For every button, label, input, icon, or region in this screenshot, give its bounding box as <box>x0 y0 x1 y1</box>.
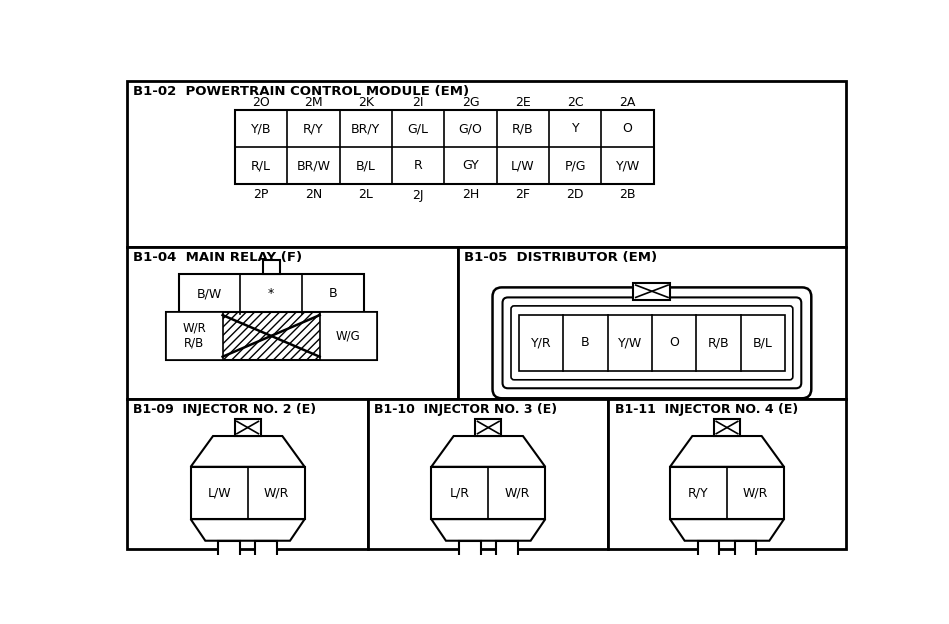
Text: R/B: R/B <box>708 336 730 349</box>
Bar <box>127 246 458 399</box>
Text: Y/B: Y/B <box>251 122 271 135</box>
Text: 2A: 2A <box>620 96 636 109</box>
Text: G/L: G/L <box>408 122 429 135</box>
Text: R/Y: R/Y <box>688 487 709 499</box>
Bar <box>166 312 377 360</box>
Bar <box>698 541 719 558</box>
Text: 2L: 2L <box>359 188 373 202</box>
Text: 2O: 2O <box>252 96 270 109</box>
Bar <box>475 419 501 436</box>
Polygon shape <box>191 436 305 467</box>
Text: B1-10  INJECTOR NO. 3 (E): B1-10 INJECTOR NO. 3 (E) <box>374 403 557 416</box>
Text: 2D: 2D <box>567 188 584 202</box>
Text: 2K: 2K <box>358 96 374 109</box>
FancyBboxPatch shape <box>503 298 801 388</box>
Text: B1-11  INJECTOR NO. 4 (E): B1-11 INJECTOR NO. 4 (E) <box>615 403 798 416</box>
Bar <box>670 467 784 519</box>
Bar <box>519 315 785 371</box>
Text: R/L: R/L <box>251 159 271 172</box>
Polygon shape <box>191 519 305 541</box>
Bar <box>166 312 223 360</box>
Bar <box>735 541 756 558</box>
FancyBboxPatch shape <box>493 288 811 398</box>
Text: B1-09  INJECTOR NO. 2 (E): B1-09 INJECTOR NO. 2 (E) <box>133 403 316 416</box>
Text: L/R: L/R <box>450 487 470 499</box>
FancyBboxPatch shape <box>511 306 792 380</box>
Polygon shape <box>431 519 546 541</box>
Text: W/R: W/R <box>264 487 288 499</box>
Text: BR/W: BR/W <box>296 159 330 172</box>
Text: L/W: L/W <box>512 159 534 172</box>
Bar <box>178 273 363 314</box>
Text: O: O <box>623 122 633 135</box>
Text: W/R
R/B: W/R R/B <box>182 322 206 350</box>
Text: O: O <box>669 336 679 349</box>
Text: W/R: W/R <box>743 487 768 499</box>
Bar <box>633 283 670 300</box>
Bar <box>263 260 280 273</box>
Bar <box>127 81 846 246</box>
Text: Y/R: Y/R <box>530 336 551 349</box>
Bar <box>368 399 608 549</box>
Bar <box>431 467 546 519</box>
Polygon shape <box>670 436 784 467</box>
Text: 2N: 2N <box>305 188 322 202</box>
Bar <box>234 419 261 436</box>
Text: 2C: 2C <box>567 96 584 109</box>
Text: B1-05  DISTRIBUTOR (EM): B1-05 DISTRIBUTOR (EM) <box>464 251 658 264</box>
Bar <box>608 399 846 549</box>
Text: R/B: R/B <box>512 122 533 135</box>
Text: 2M: 2M <box>305 96 323 109</box>
Text: B1-04  MAIN RELAY (F): B1-04 MAIN RELAY (F) <box>133 251 303 264</box>
Text: 2H: 2H <box>462 188 479 202</box>
Text: GY: GY <box>462 159 479 172</box>
Text: P/G: P/G <box>565 159 586 172</box>
Bar <box>218 541 240 558</box>
Text: Y/W: Y/W <box>616 159 640 172</box>
Text: Y/W: Y/W <box>618 336 642 349</box>
Text: 2E: 2E <box>515 96 530 109</box>
Text: 2F: 2F <box>515 188 530 202</box>
Text: G/O: G/O <box>458 122 482 135</box>
Text: 2B: 2B <box>620 188 636 202</box>
Text: B: B <box>581 336 589 349</box>
Text: B1-02  POWERTRAIN CONTROL MODULE (EM): B1-02 POWERTRAIN CONTROL MODULE (EM) <box>133 85 470 99</box>
Text: R: R <box>414 159 422 172</box>
Bar <box>127 399 368 549</box>
Text: BR/Y: BR/Y <box>351 122 381 135</box>
Bar <box>235 110 654 184</box>
Bar <box>714 419 740 436</box>
Polygon shape <box>670 519 784 541</box>
Text: B: B <box>328 287 337 300</box>
Text: B/L: B/L <box>753 336 772 349</box>
Bar <box>496 541 517 558</box>
Text: B/L: B/L <box>356 159 376 172</box>
Bar <box>459 541 480 558</box>
Text: 2G: 2G <box>462 96 479 109</box>
Text: Y: Y <box>571 122 579 135</box>
Polygon shape <box>431 436 546 467</box>
Text: 2P: 2P <box>253 188 269 202</box>
Bar <box>458 246 846 399</box>
Text: R/Y: R/Y <box>303 122 324 135</box>
Bar <box>255 541 277 558</box>
Text: 2I: 2I <box>413 96 424 109</box>
Text: B/W: B/W <box>197 287 222 300</box>
Bar <box>320 312 377 360</box>
Text: *: * <box>268 287 274 300</box>
Text: W/G: W/G <box>336 329 361 343</box>
Bar <box>191 467 305 519</box>
Text: W/R: W/R <box>504 487 530 499</box>
Text: L/W: L/W <box>208 487 231 499</box>
Text: 2J: 2J <box>413 188 424 202</box>
